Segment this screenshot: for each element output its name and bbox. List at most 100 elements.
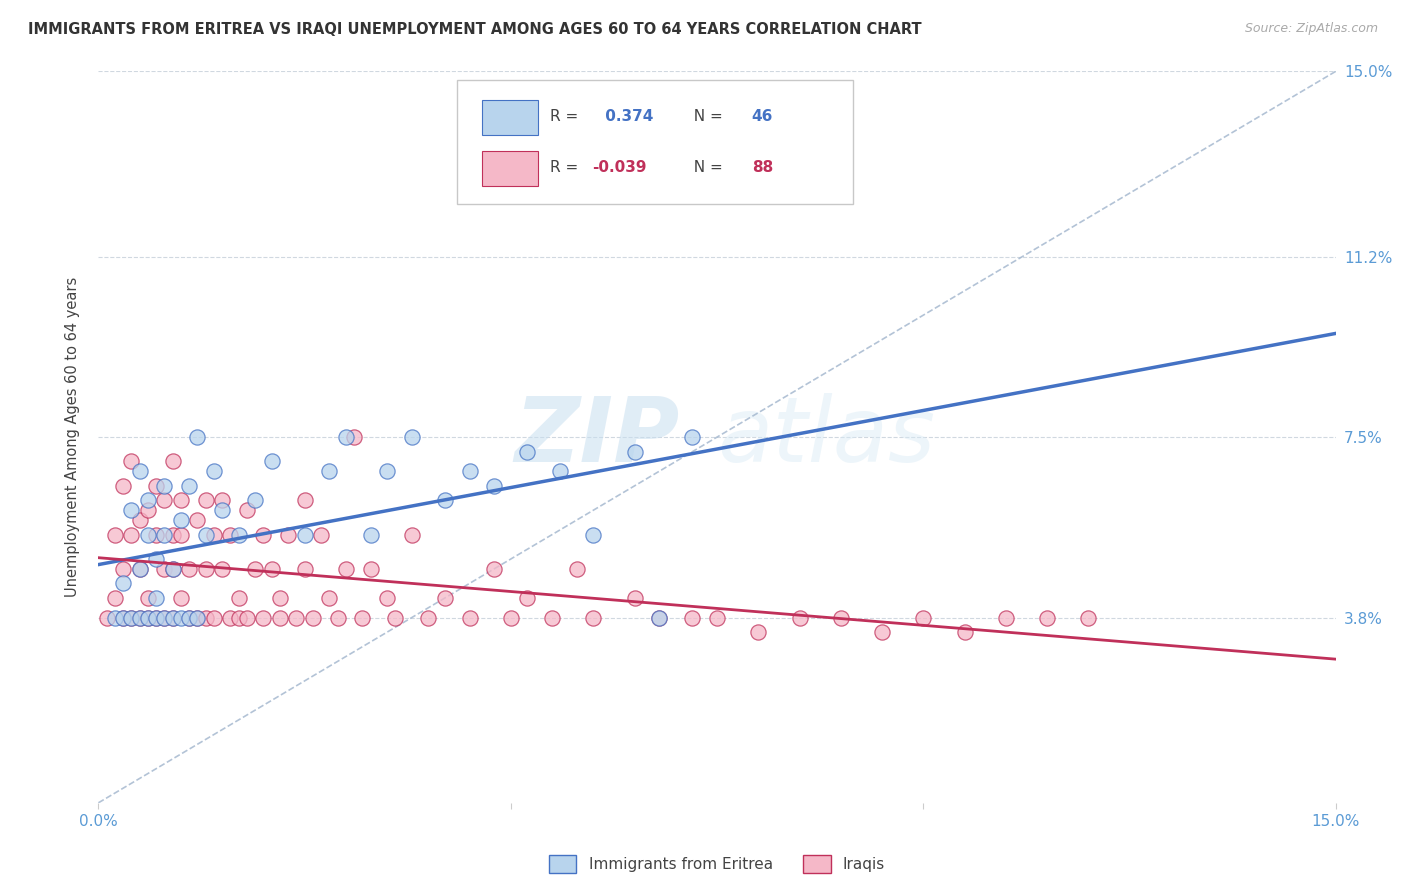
Point	[136, 591, 159, 605]
Point	[375, 591, 398, 605]
Point	[112, 610, 135, 624]
Point	[953, 625, 976, 640]
Point	[153, 610, 176, 624]
Point	[1077, 610, 1099, 624]
Text: 46: 46	[752, 109, 773, 124]
Text: N =: N =	[683, 109, 727, 124]
Point	[294, 527, 316, 541]
Point	[418, 610, 440, 624]
Point	[120, 610, 142, 624]
Point	[145, 479, 167, 493]
Text: ZIP: ZIP	[515, 393, 681, 481]
Point	[747, 625, 769, 640]
Point	[162, 454, 184, 468]
Point	[335, 562, 357, 576]
Text: 0.374: 0.374	[599, 109, 652, 124]
Point	[186, 430, 208, 444]
Bar	[482, 100, 537, 135]
Text: N =: N =	[683, 161, 727, 176]
Point	[294, 493, 316, 508]
Point	[162, 610, 184, 624]
Point	[236, 610, 259, 624]
Point	[335, 430, 357, 444]
Point	[484, 479, 506, 493]
Point	[516, 444, 538, 458]
Point	[648, 610, 671, 624]
Point	[484, 562, 506, 576]
Point	[565, 562, 588, 576]
Point	[706, 610, 728, 624]
Point	[243, 562, 266, 576]
Point	[170, 493, 193, 508]
Point	[211, 562, 233, 576]
Legend: Immigrants from Eritrea, Iraqis: Immigrants from Eritrea, Iraqis	[543, 848, 891, 880]
Point	[211, 493, 233, 508]
Point	[128, 513, 150, 527]
Text: IMMIGRANTS FROM ERITREA VS IRAQI UNEMPLOYMENT AMONG AGES 60 TO 64 YEARS CORRELAT: IMMIGRANTS FROM ERITREA VS IRAQI UNEMPLO…	[28, 22, 922, 37]
Point	[194, 562, 217, 576]
Point	[96, 610, 118, 624]
Text: R =: R =	[550, 109, 583, 124]
Point	[309, 527, 332, 541]
Point	[401, 430, 423, 444]
Point	[194, 527, 217, 541]
Point	[194, 610, 217, 624]
Point	[269, 610, 291, 624]
Point	[252, 527, 274, 541]
Point	[352, 610, 374, 624]
Point	[1036, 610, 1059, 624]
Point	[145, 527, 167, 541]
Point	[186, 610, 208, 624]
Point	[870, 625, 893, 640]
Point	[360, 527, 382, 541]
Point	[318, 591, 340, 605]
Point	[194, 493, 217, 508]
Point	[681, 430, 703, 444]
Point	[252, 610, 274, 624]
Point	[582, 610, 605, 624]
Point	[202, 464, 225, 478]
Point	[211, 503, 233, 517]
Point	[186, 513, 208, 527]
Point	[294, 562, 316, 576]
Point	[179, 610, 201, 624]
Text: -0.039: -0.039	[592, 161, 647, 176]
Point	[186, 610, 208, 624]
Point	[228, 527, 250, 541]
Point	[128, 610, 150, 624]
Bar	[482, 151, 537, 186]
Point	[582, 527, 605, 541]
Point	[112, 576, 135, 591]
Point	[219, 610, 242, 624]
Point	[153, 527, 176, 541]
Point	[145, 591, 167, 605]
Point	[136, 610, 159, 624]
Point	[128, 464, 150, 478]
Point	[120, 610, 142, 624]
Point	[136, 527, 159, 541]
Point	[360, 562, 382, 576]
Point	[170, 610, 193, 624]
Y-axis label: Unemployment Among Ages 60 to 64 years: Unemployment Among Ages 60 to 64 years	[65, 277, 80, 598]
Text: 88: 88	[752, 161, 773, 176]
Point	[202, 527, 225, 541]
Point	[128, 610, 150, 624]
Point	[623, 444, 645, 458]
Text: Source: ZipAtlas.com: Source: ZipAtlas.com	[1244, 22, 1378, 36]
Point	[162, 562, 184, 576]
Point	[384, 610, 406, 624]
Point	[153, 493, 176, 508]
Point	[499, 610, 522, 624]
Point	[162, 527, 184, 541]
Point	[170, 591, 193, 605]
Point	[401, 527, 423, 541]
Point	[128, 562, 150, 576]
Point	[236, 503, 259, 517]
Point	[162, 610, 184, 624]
Point	[179, 562, 201, 576]
Point	[228, 610, 250, 624]
Point	[830, 610, 852, 624]
Point	[541, 610, 564, 624]
Point	[285, 610, 308, 624]
Point	[648, 610, 671, 624]
